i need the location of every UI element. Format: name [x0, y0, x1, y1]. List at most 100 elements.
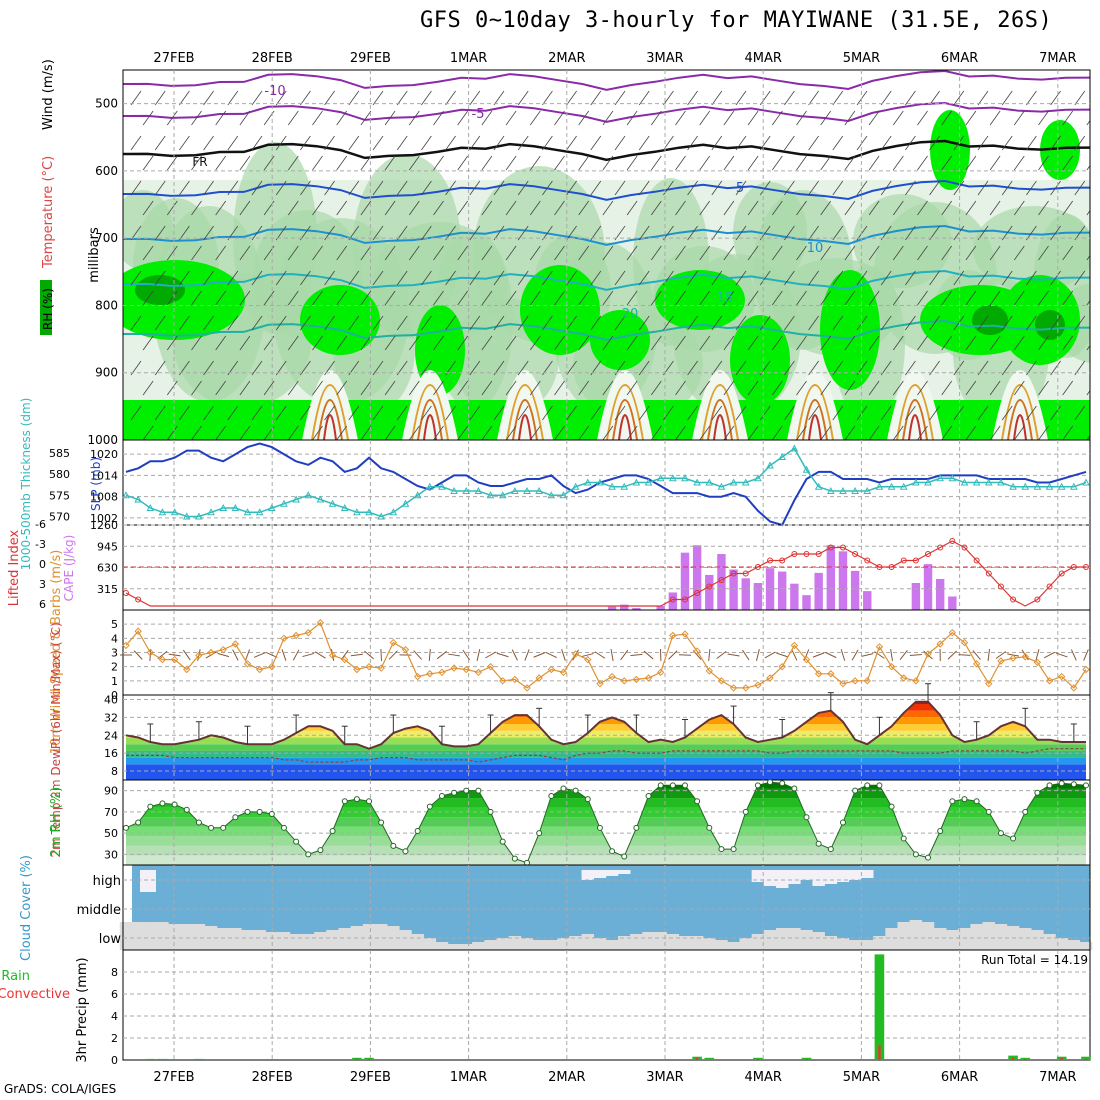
cape-bar [607, 606, 617, 610]
rh-marker [1010, 835, 1017, 842]
wind-barb [203, 225, 214, 241]
wind-barb [336, 380, 348, 396]
wind-barb [953, 405, 965, 421]
temperature-tick-label: 16 [104, 747, 118, 760]
rh-peak-contour [135, 275, 185, 305]
top-date-label: 29FEB [350, 51, 391, 66]
wind-barb [590, 270, 602, 286]
cape-tick-label: 630 [97, 562, 118, 575]
wind-tick-label: 0 [111, 689, 118, 702]
wind-speed-marker [1045, 677, 1054, 685]
wind-barb [989, 425, 1001, 440]
pressure-tick-label: 1000 [87, 433, 118, 447]
wind-barb [977, 225, 989, 241]
wind-barb [421, 360, 432, 376]
wind-speed-marker [523, 684, 531, 692]
wind-barb [941, 425, 953, 440]
thickness-marker [632, 478, 641, 486]
rh-high-contour [730, 315, 790, 405]
wind-barb [675, 425, 686, 440]
thickness-marker [912, 478, 920, 486]
cape-bar [620, 604, 629, 610]
wind-barb [771, 290, 783, 306]
wind-barb [251, 135, 263, 151]
cape-bar [826, 545, 836, 610]
pressure-tick-label: 800 [95, 298, 118, 312]
wind-speed-marker [778, 662, 786, 671]
wind-barb [360, 155, 372, 171]
cape-bar [705, 574, 714, 610]
wind-barb [977, 270, 989, 286]
wind-barb [832, 225, 844, 241]
low-cloud-bar [1079, 942, 1093, 950]
rh-marker [754, 782, 761, 789]
wind-barb [759, 90, 771, 106]
wind-barb [578, 110, 590, 126]
wind-barb [771, 335, 783, 351]
wind-barb [784, 360, 795, 376]
wind-tick-label: 5 [111, 618, 118, 631]
wind-barb [168, 653, 181, 657]
rh-marker [1070, 781, 1077, 788]
low-cloud-bar [472, 942, 485, 950]
low-cloud-bar [848, 940, 862, 950]
low-cloud-bar [885, 928, 898, 950]
wind-barb [215, 380, 227, 396]
wind-barb [336, 290, 348, 306]
wind-barb [1026, 270, 1037, 286]
low-cloud-bar [484, 940, 497, 950]
temperature-band [126, 744, 1086, 751]
wind-speed-marker [717, 677, 726, 685]
wind-barb [626, 425, 638, 440]
warm-temperature-contour [902, 399, 928, 440]
wind-barb [469, 225, 481, 241]
wind-barb [396, 225, 408, 241]
cape-bar [753, 583, 763, 610]
rh-marker [815, 840, 822, 847]
wind-barb [614, 135, 626, 151]
wind-barb [496, 652, 509, 658]
wind-speed-marker [499, 677, 507, 685]
wind-speed-marker [790, 641, 799, 650]
wind-barb [215, 290, 227, 306]
wind-barb [905, 405, 916, 421]
wind-barb [953, 90, 965, 106]
wind-speed-marker [219, 645, 227, 654]
wind-barb [755, 649, 760, 661]
wind-barb [481, 335, 493, 351]
wind-speed-marker [742, 684, 750, 692]
low-cloud-bar [715, 940, 728, 950]
wind-barb [542, 135, 553, 151]
rh-marker [195, 819, 202, 826]
low-cloud-bar [775, 928, 789, 950]
wind-barb [191, 425, 202, 440]
wind-barb [1038, 290, 1049, 306]
thickness-marker [1057, 482, 1066, 490]
wind-barb [1050, 90, 1061, 106]
rh-marker [973, 798, 980, 805]
wind-barb [868, 335, 880, 351]
cape-bar [680, 552, 690, 610]
top-date-label: 7MAR [1039, 51, 1076, 66]
thickness-marker [486, 491, 495, 499]
wind-barb [796, 155, 807, 171]
rh-tick-label: 70 [104, 806, 118, 819]
wind-barb [166, 200, 178, 216]
wind-barb [421, 405, 432, 421]
wind-barb [747, 335, 759, 351]
wind-barb [1038, 155, 1049, 171]
wind-barb [663, 90, 674, 106]
wind-barb [191, 200, 202, 216]
low-cloud-bar [557, 938, 570, 950]
wind-barb [324, 225, 335, 241]
thickness-marker [936, 474, 945, 482]
wind-barb [348, 225, 360, 241]
wind-barb [312, 425, 323, 440]
rh-marker [256, 808, 263, 815]
wind-barb [421, 225, 432, 241]
wind-barb [892, 290, 904, 306]
cape-tick-label: 315 [97, 583, 118, 596]
slp-line [125, 442, 1087, 527]
wind-barb [203, 135, 214, 151]
wind-barb [457, 110, 469, 126]
